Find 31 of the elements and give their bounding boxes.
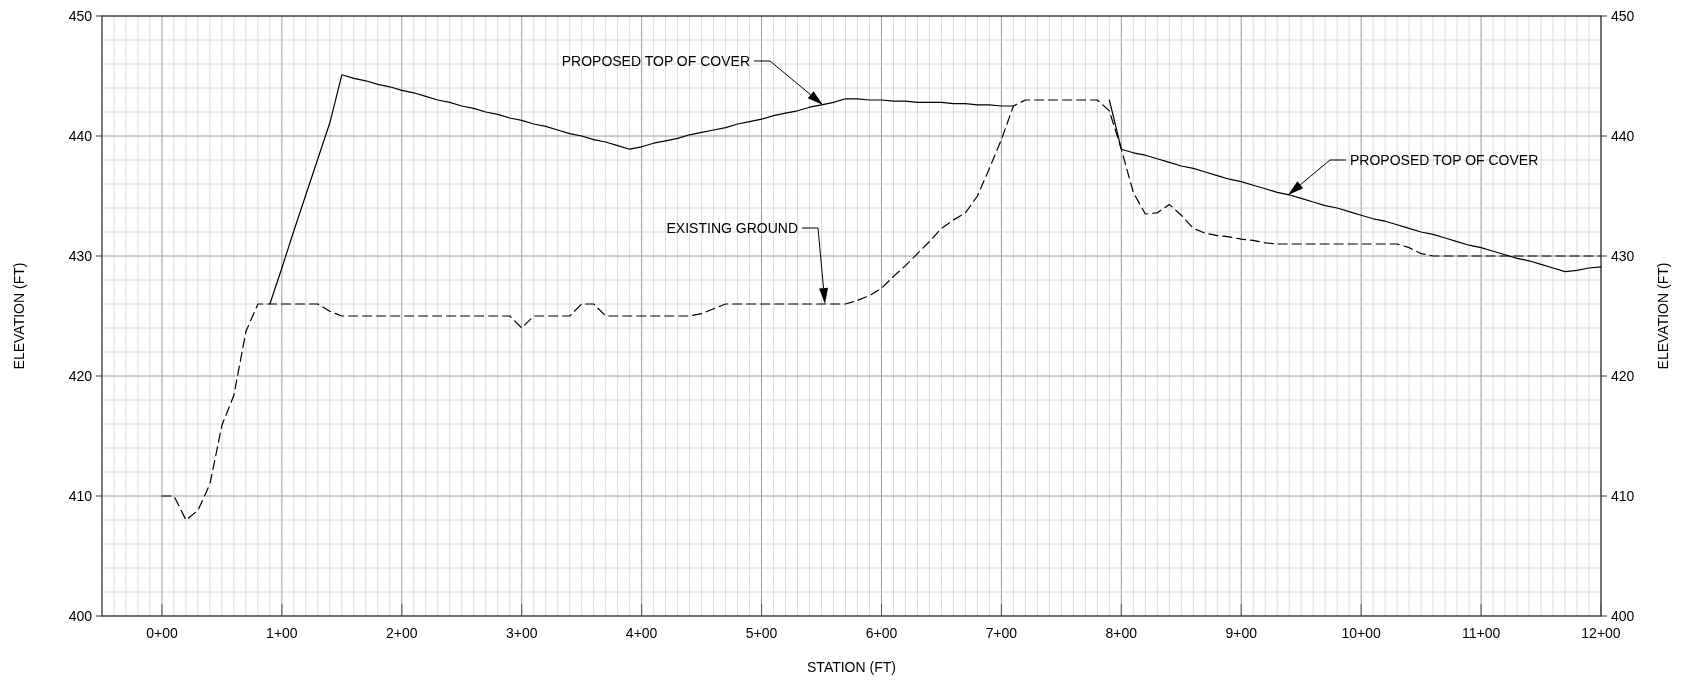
x-tick-label: 5+00 (745, 625, 778, 641)
y2-tick-label: 400 (1611, 607, 1635, 624)
y2-tick-label: 430 (1611, 247, 1635, 264)
y2-tick-label: 450 (1611, 7, 1635, 24)
x-tick-label: 2+00 (386, 625, 418, 641)
x-tick-label: 0+00 (146, 625, 178, 641)
y-tick-label: 410 (68, 487, 93, 504)
annotation: PROPOSED TOP OF COVER (561, 52, 750, 69)
x-tick-label: 3+00 (505, 625, 538, 641)
y-tick-label: 450 (68, 7, 93, 24)
y-tick-label: 440 (68, 127, 93, 144)
annotation: EXISTING GROUND (666, 219, 798, 236)
annotation: PROPOSED TOP OF COVER (1350, 151, 1539, 168)
x-tick-label: 4+00 (625, 625, 658, 641)
x-tick-label: 8+00 (1105, 625, 1138, 641)
y-tick-label: 430 (68, 247, 93, 264)
x-tick-label: 1+00 (266, 625, 298, 641)
x-tick-label: 9+00 (1225, 625, 1258, 641)
x-tick-label: 12+00 (1581, 625, 1621, 641)
y-tick-label: 400 (68, 607, 93, 624)
x-tick-label: 7+00 (985, 625, 1018, 641)
y-tick-label: 420 (68, 367, 93, 384)
y2-tick-label: 440 (1611, 127, 1635, 144)
x-tick-label: 11+00 (1461, 625, 1501, 641)
y-axis-title: ELEVATION (FT) (11, 262, 27, 370)
x-tick-label: 6+00 (865, 625, 898, 641)
x-axis-title: STATION (FT) (807, 659, 896, 675)
y2-tick-label: 420 (1611, 367, 1635, 384)
y2-axis-title: ELEVATION (FT) (1655, 262, 1671, 370)
x-tick-label: 10+00 (1341, 625, 1382, 641)
y2-tick-label: 410 (1611, 487, 1635, 504)
